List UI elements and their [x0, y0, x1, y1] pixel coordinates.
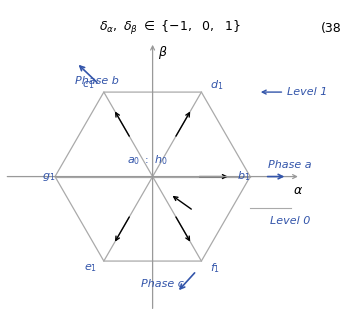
- Text: Level 1: Level 1: [287, 87, 328, 97]
- Text: Phase c: Phase c: [141, 279, 184, 289]
- Text: $\alpha$: $\alpha$: [293, 184, 303, 197]
- Text: (38: (38: [321, 22, 341, 35]
- Text: Phase b: Phase b: [75, 76, 118, 86]
- Text: $b_1$: $b_1$: [237, 170, 250, 183]
- Text: $g_1$: $g_1$: [42, 171, 55, 182]
- Text: $\beta$: $\beta$: [158, 44, 168, 61]
- Text: $\delta_{\alpha},\ \delta_{\beta}\ \in\ \{-1,\ \ 0,\ \ 1\}$: $\delta_{\alpha},\ \delta_{\beta}\ \in\ …: [99, 19, 241, 37]
- Text: $a_0\ :\ h_0$: $a_0\ :\ h_0$: [127, 153, 168, 167]
- Text: $c_1$: $c_1$: [82, 79, 95, 91]
- Text: Phase a: Phase a: [268, 160, 311, 170]
- Text: Level 0: Level 0: [270, 216, 310, 226]
- Text: $e_1$: $e_1$: [83, 262, 97, 274]
- Text: $f_1$: $f_1$: [210, 261, 220, 275]
- Text: $d_1$: $d_1$: [210, 78, 224, 92]
